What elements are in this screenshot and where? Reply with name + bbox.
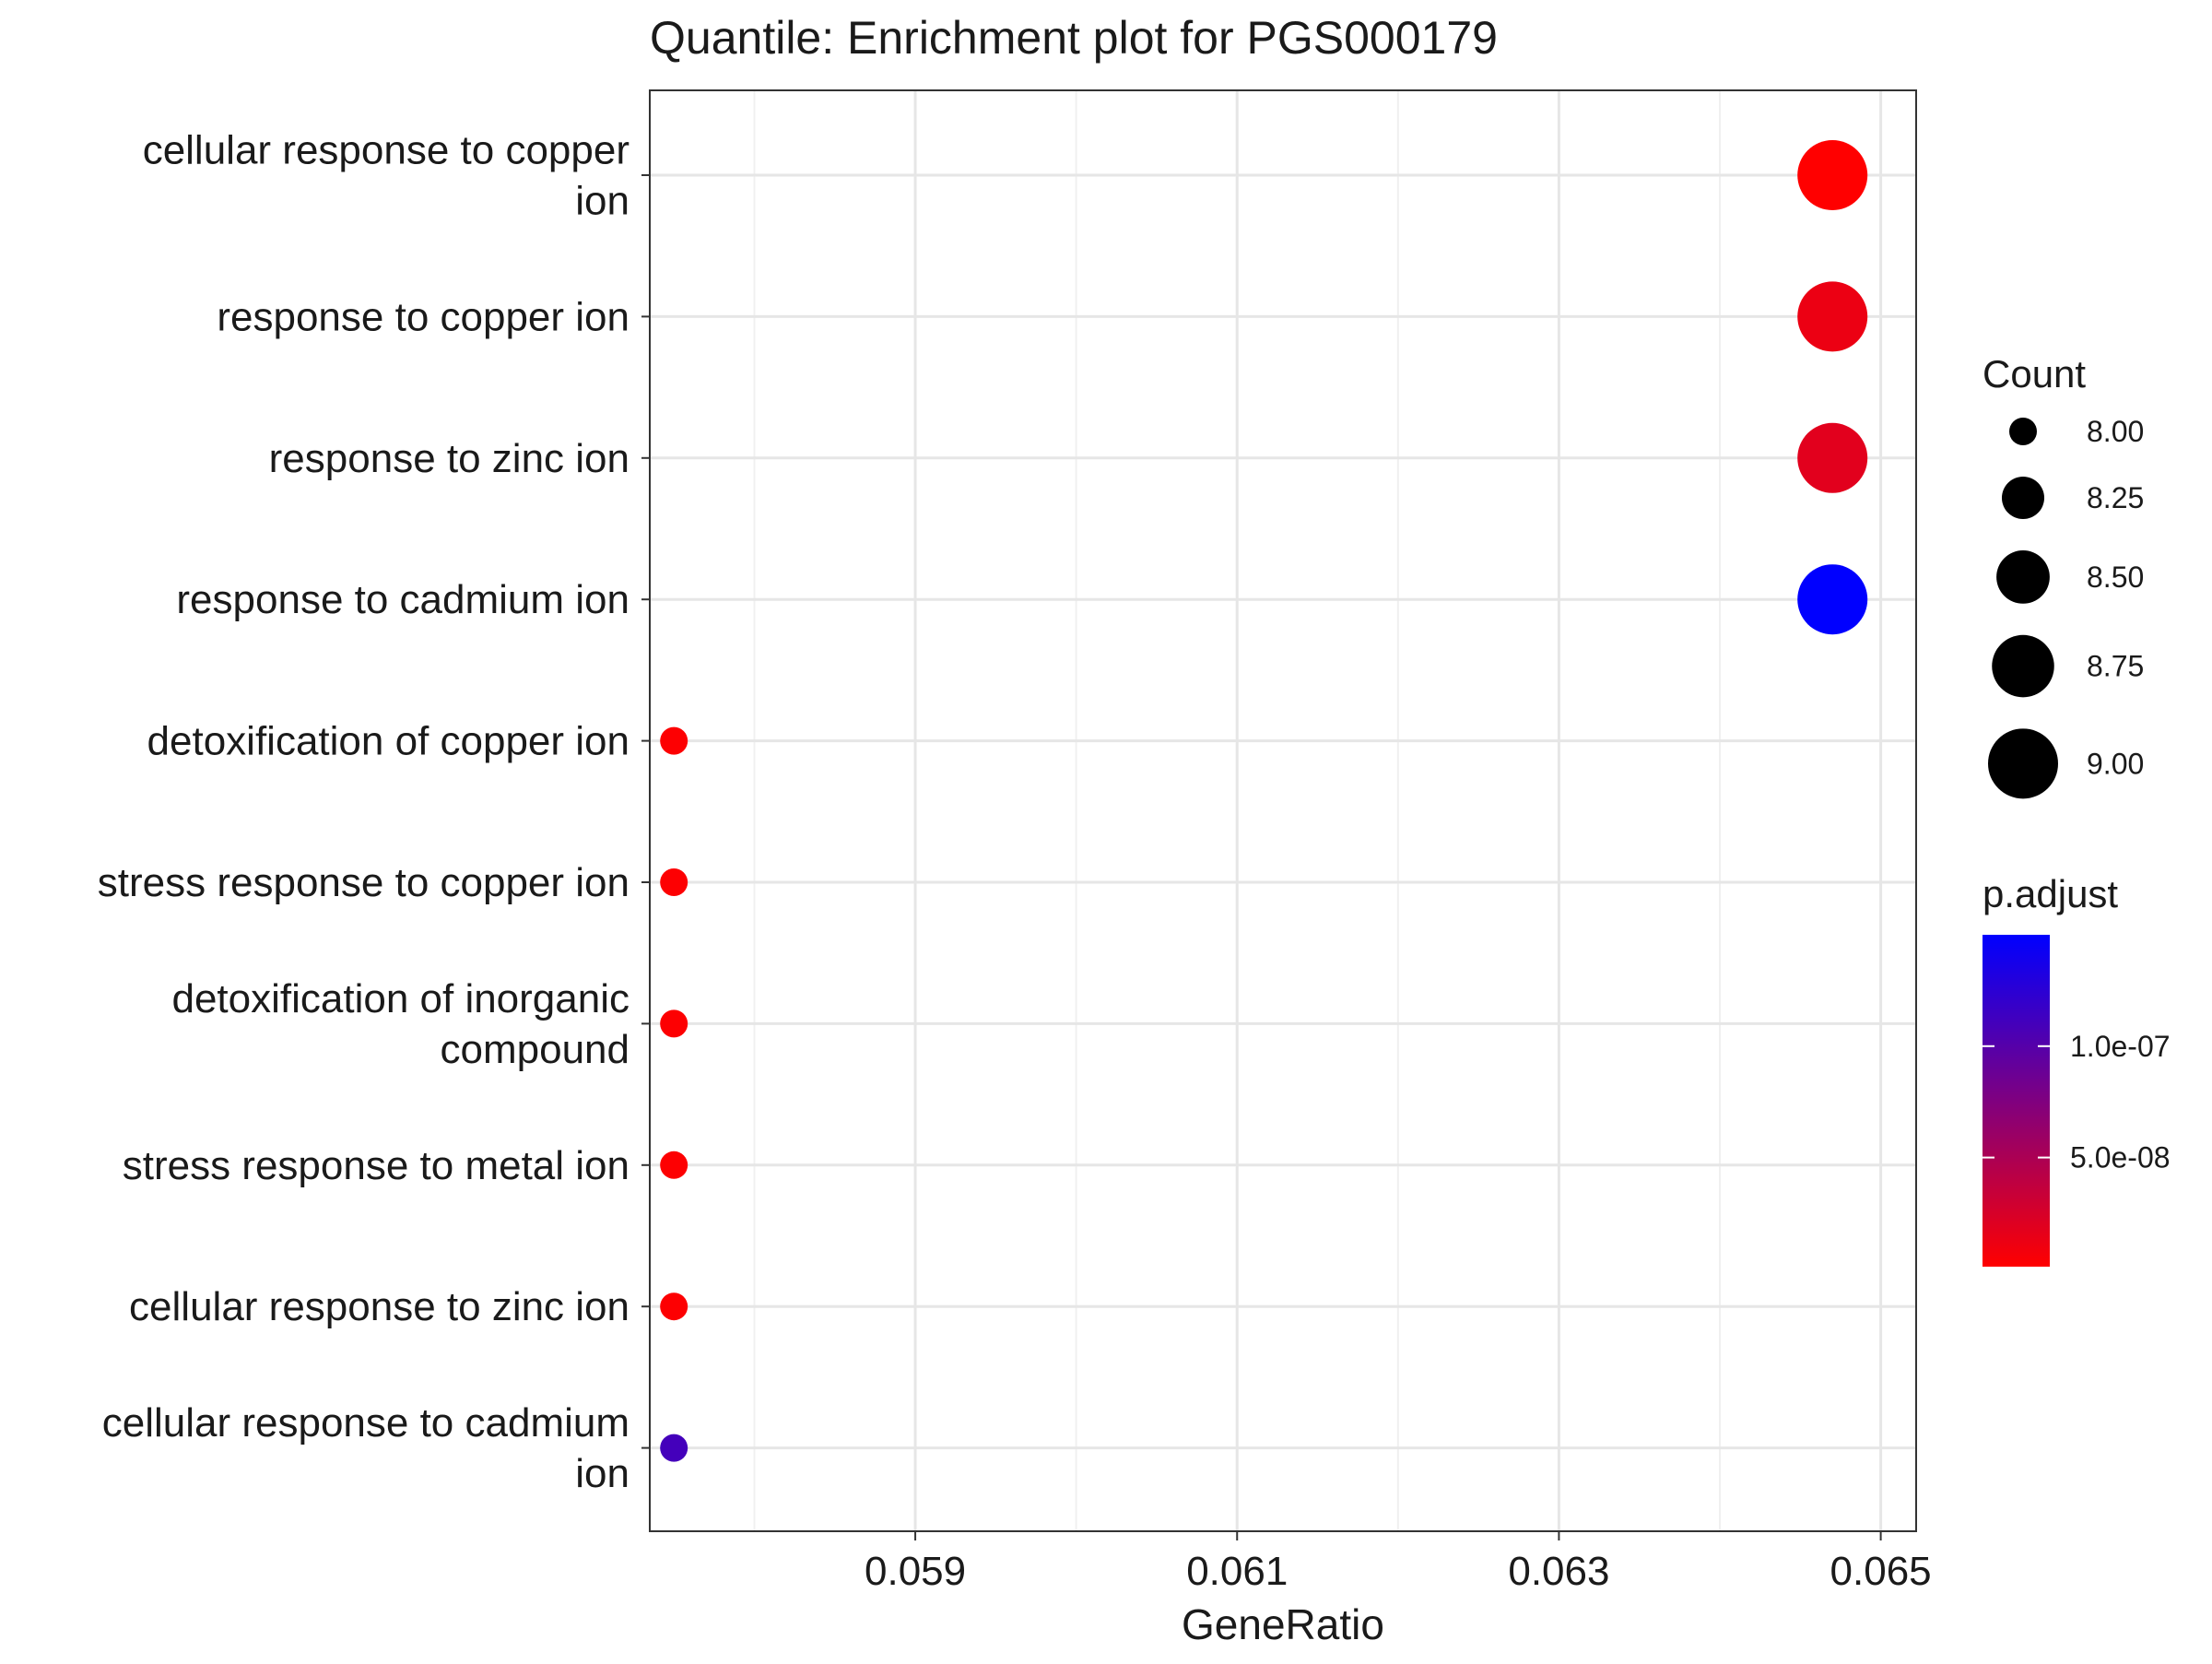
count-legend-title: Count: [1983, 352, 2086, 395]
y-tick-label: detoxification of inorganic compound: [171, 976, 629, 1072]
p-adjust-colorbar: [1983, 935, 2050, 1267]
data-point: [660, 1292, 688, 1321]
y-tick-label: cellular response to cadmium ion: [102, 1400, 629, 1496]
count-legend: Count 8.00 8.25 8.50 8.75 9.00: [1983, 352, 2144, 799]
data-point: [1797, 422, 1868, 493]
plot-panel-border: [649, 89, 1917, 1532]
data-point: [660, 1434, 688, 1462]
points-layer: [660, 140, 1868, 1462]
data-point: [660, 1151, 688, 1179]
y-tick-label: response to cadmium ion: [176, 577, 629, 622]
colorbar-tick-label: 1.0e-07: [2070, 1030, 2171, 1063]
p-adjust-legend-title: p.adjust: [1983, 872, 2118, 915]
data-point: [660, 726, 688, 755]
x-tick-label: 0.061: [1186, 1549, 1288, 1594]
count-legend-label: 8.00: [2087, 415, 2144, 448]
p-adjust-legend: p.adjust 5.0e-08 1.0e-07: [1983, 872, 2171, 1267]
count-legend-label: 8.75: [2087, 650, 2144, 683]
count-legend-key: [1996, 550, 2050, 604]
y-tick-label: response to copper ion: [217, 294, 629, 339]
x-axis-label: GeneRatio: [1182, 1600, 1384, 1648]
count-legend-label: 8.25: [2087, 481, 2144, 514]
y-tick-label: cellular response to copper ion: [143, 128, 629, 224]
count-legend-label: 9.00: [2087, 747, 2144, 780]
y-tick-label: cellular response to zinc ion: [129, 1284, 629, 1329]
y-tick-label: response to zinc ion: [269, 436, 629, 481]
chart-title: Quantile: Enrichment plot for PGS000179: [650, 12, 1498, 64]
data-point: [1797, 281, 1868, 352]
data-point: [1797, 564, 1868, 635]
y-tick-label: stress response to copper ion: [98, 860, 629, 905]
y-axis: cellular response to copper ion response t…: [98, 128, 650, 1496]
x-tick-label: 0.063: [1508, 1549, 1609, 1594]
x-tick-label: 0.059: [865, 1549, 966, 1594]
colorbar-tick-label: 5.0e-08: [2070, 1141, 2171, 1174]
count-legend-key: [1992, 634, 2054, 698]
data-point: [660, 868, 688, 896]
data-point: [660, 1009, 688, 1038]
y-tick-label: stress response to metal ion: [123, 1143, 629, 1188]
x-tick-label: 0.065: [1830, 1549, 1932, 1594]
count-legend-label: 8.50: [2087, 561, 2144, 594]
data-point: [1797, 140, 1868, 210]
count-legend-key: [2001, 477, 2045, 520]
count-legend-key: [1988, 728, 2058, 799]
y-tick-label: detoxification of copper ion: [147, 719, 629, 764]
grid-layer: [650, 90, 1916, 1531]
count-legend-key: [2009, 418, 2037, 445]
x-axis: 0.059 0.061 0.063 0.065: [865, 1531, 1932, 1594]
